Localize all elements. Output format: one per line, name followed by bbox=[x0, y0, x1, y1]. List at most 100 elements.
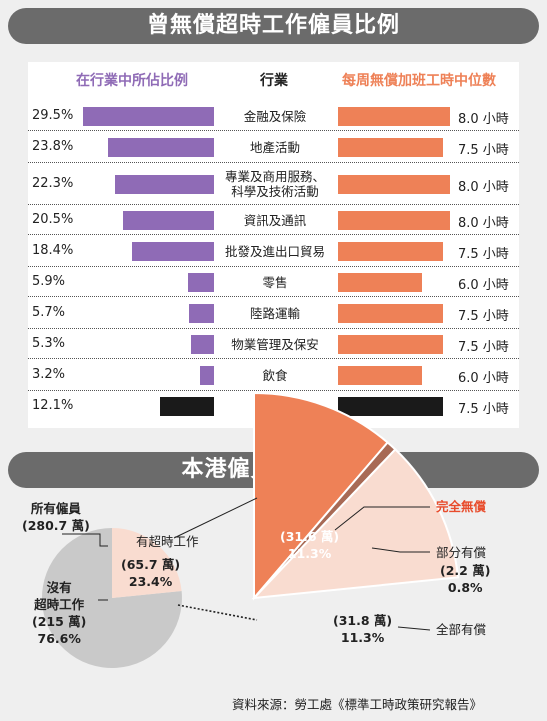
share-bar bbox=[123, 210, 214, 230]
bar-row: 5.3% 物業管理及保安 7.5 小時 bbox=[28, 329, 519, 359]
share-bar bbox=[188, 303, 214, 323]
industry-label: 地產活動 bbox=[216, 140, 334, 155]
share-label: 23.8% bbox=[32, 139, 74, 154]
pie-no-overtime-label: 沒有 超時工作 (215 萬) 76.6% bbox=[32, 580, 87, 646]
hours-label: 6.0 小時 bbox=[458, 278, 509, 293]
bar-row: 5.9% 零售 6.0 小時 bbox=[28, 267, 519, 297]
hours-label: 7.5 小時 bbox=[458, 402, 509, 417]
connector-line-upper bbox=[173, 497, 258, 539]
title-top: 曾無償超時工作僱員比例 bbox=[8, 8, 539, 44]
hours-bar bbox=[338, 272, 422, 292]
hours-bar bbox=[338, 241, 443, 261]
hours-bar bbox=[338, 365, 422, 385]
share-bar bbox=[160, 396, 214, 416]
leader-partly-paid bbox=[371, 547, 430, 553]
share-label: 20.5% bbox=[32, 212, 74, 227]
bar-row: 20.5% 資訊及通訊 8.0 小時 bbox=[28, 205, 519, 235]
share-bar bbox=[190, 334, 214, 354]
pie-slice-no-overtime bbox=[41, 528, 182, 668]
hours-bar bbox=[338, 334, 443, 354]
share-bar bbox=[187, 272, 214, 292]
row-separator bbox=[28, 390, 519, 391]
hours-label: 7.5 小時 bbox=[458, 247, 509, 262]
row-separator bbox=[28, 266, 519, 267]
bar-row: 29.5% 金融及保險 8.0 小時 bbox=[28, 101, 519, 131]
pie-partly-paid-name: 部分有償 bbox=[436, 545, 487, 560]
hours-label: 8.0 小時 bbox=[458, 180, 509, 195]
hours-bar bbox=[338, 174, 450, 194]
hours-label: 7.5 小時 bbox=[458, 340, 509, 355]
hours-bar bbox=[338, 106, 450, 126]
share-bar bbox=[108, 137, 214, 157]
hours-bar bbox=[338, 137, 443, 157]
pie-fully-paid-name: 全部有償 bbox=[436, 622, 487, 637]
industry-label-line: 陸路運輸 bbox=[249, 305, 300, 321]
industry-label: 金融及保險 bbox=[216, 109, 334, 124]
pie-slice-overtime bbox=[112, 528, 182, 598]
row-separator bbox=[28, 234, 519, 235]
industry-label: 飲食 bbox=[216, 368, 334, 383]
hours-label: 6.0 小時 bbox=[458, 371, 509, 386]
industry-label: 物業管理及保安 bbox=[216, 337, 334, 352]
row-separator bbox=[28, 130, 519, 131]
bar-row: 5.7% 陸路運輸 7.5 小時 bbox=[28, 297, 519, 329]
industry-label-line: 物業管理及保安 bbox=[231, 336, 319, 352]
hours-label: 7.5 小時 bbox=[458, 309, 509, 324]
pie-slice-fully-paid bbox=[251, 447, 460, 600]
hours-label: 7.5 小時 bbox=[458, 143, 509, 158]
industry-label-line: 資訊及通訊 bbox=[243, 212, 307, 228]
hours-bar bbox=[338, 396, 443, 416]
share-label: 5.9% bbox=[32, 274, 66, 289]
pie-unpaid-name: 完全無償 bbox=[436, 499, 487, 514]
pie-partly-paid-values: (2.2 萬) 0.8% bbox=[440, 563, 491, 595]
industry-label: 批發及進出口貿易 bbox=[216, 244, 334, 259]
share-label: 29.5% bbox=[32, 108, 74, 123]
leader-total bbox=[62, 533, 108, 547]
share-bar bbox=[83, 106, 214, 126]
industry-label-line: 地產活動 bbox=[249, 139, 300, 155]
pie-overtime-values: (65.7 萬) 23.4% bbox=[121, 557, 181, 589]
bar-row: 18.4% 批發及進出口貿易 7.5 小時 bbox=[28, 235, 519, 267]
bar-row: 23.8% 地產活動 7.5 小時 bbox=[28, 131, 519, 163]
share-label: 5.3% bbox=[32, 336, 66, 351]
share-label: 3.2% bbox=[32, 367, 66, 382]
leader-unpaid bbox=[334, 506, 430, 531]
industry-label: 陸路運輸 bbox=[216, 306, 334, 321]
header-left: 在行業中所佔比例 bbox=[76, 73, 188, 89]
row-separator bbox=[28, 358, 519, 359]
pie-total-label: 所有僱員 (280.7 萬) bbox=[22, 501, 90, 533]
share-bar bbox=[199, 365, 214, 385]
industry-label-line: 飲食 bbox=[262, 367, 288, 383]
share-label: 5.7% bbox=[32, 305, 66, 320]
share-bar bbox=[115, 174, 214, 194]
share-bar bbox=[132, 241, 214, 261]
share-label: 12.1% bbox=[32, 398, 74, 413]
source-note: 資料來源：勞工處《標準工時政策研究報告》 bbox=[232, 697, 483, 712]
industry-label: 專業及商用服務、 科學及技術活動 bbox=[216, 169, 334, 199]
hours-bar bbox=[338, 303, 443, 323]
industry-label-line: 批發及進出口貿易 bbox=[224, 243, 325, 259]
share-label: 22.3% bbox=[32, 176, 74, 191]
pie-paid-values: (31.8 萬) 11.3% bbox=[333, 613, 393, 645]
pie-slice-fully-unpaid bbox=[253, 391, 390, 601]
hours-bar bbox=[338, 210, 450, 230]
hours-label: 8.0 小時 bbox=[458, 112, 509, 127]
industry-label-line: 零售 bbox=[262, 274, 288, 290]
industry-label-line: 金融及保險 bbox=[243, 108, 307, 124]
row-separator bbox=[28, 296, 519, 297]
industry-label: 資訊及通訊 bbox=[216, 213, 334, 228]
bar-row: 3.2% 飲食 6.0 小時 bbox=[28, 359, 519, 391]
industry-label: 零售 bbox=[216, 275, 334, 290]
header-right: 每周無償加班工時中位數 bbox=[342, 73, 496, 89]
leader-fully-paid bbox=[397, 626, 431, 631]
hours-label: 8.0 小時 bbox=[458, 216, 509, 231]
share-label: 18.4% bbox=[32, 243, 74, 258]
row-separator bbox=[28, 162, 519, 163]
industry-label-line: 專業及商用服務、 bbox=[224, 169, 325, 184]
pie-overtime-name: 有超時工作 bbox=[136, 534, 199, 549]
row-separator bbox=[28, 328, 519, 329]
bar-row: 22.3% 專業及商用服務、 科學及技術活動 8.0 小時 bbox=[28, 163, 519, 205]
pie-unpaid-values: (31.6 萬) 11.3% bbox=[280, 529, 340, 561]
header-middle: 行業 bbox=[260, 73, 288, 89]
